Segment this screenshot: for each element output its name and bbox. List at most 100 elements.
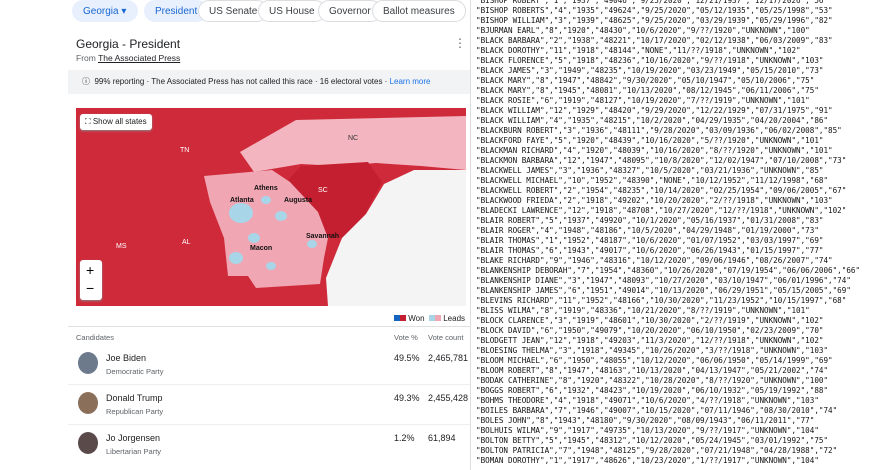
menu-icon[interactable]: ⋮	[454, 36, 466, 50]
source: From The Associated Press	[76, 53, 180, 63]
show-all-states[interactable]: ⛶ Show all states	[80, 114, 152, 130]
record-line: "BLACKWELL JAMES","3","1936","48327","10…	[476, 166, 824, 175]
record-line: "BOMAN DOROTHY","1","1917","48626","10/2…	[476, 456, 819, 465]
vote-count: 2,455,428	[428, 393, 469, 403]
state-tab[interactable]: Georgia ▾	[72, 0, 138, 22]
record-line: "BOLTON BETTY","5","1945","48312","10/12…	[476, 436, 829, 445]
record-line: "BLODGETT JEAN","12","1918","49203","11/…	[476, 336, 824, 345]
record-line: "BLOESING THELMA","3","1918","49345","10…	[476, 346, 829, 355]
avatar	[78, 352, 98, 374]
record-line: "BLISS WILMA","8","1919","48336","10/21/…	[476, 306, 810, 315]
record-line: "BLAIR THOMAS","6","1943","49017","10/6/…	[476, 246, 824, 255]
panel-title: Georgia - President	[76, 37, 181, 51]
notice-text: 99% reporting · The Associated Press has…	[94, 77, 388, 86]
candidate-name: Joe Biden	[106, 353, 147, 363]
record-line: "BOLES JOHN","8","1943","48180","9/30/20…	[476, 416, 815, 425]
source-prefix: From	[76, 53, 96, 63]
vote-percent: 1.2%	[394, 433, 415, 443]
city-label: Augusta	[284, 197, 312, 204]
state-label: AL	[182, 239, 191, 246]
notice: ⓘ 99% reporting · The Associated Press h…	[82, 77, 431, 86]
notice-bar: ⓘ 99% reporting · The Associated Press h…	[68, 70, 470, 94]
vote-count: 61,894	[428, 433, 456, 443]
record-line: "BLACKBURN ROBERT","3","1936","48111","9…	[476, 126, 842, 135]
source-link[interactable]: The Associated Press	[98, 53, 181, 63]
zoom-in[interactable]: +	[86, 262, 95, 278]
record-line: "BLACKWELL MICHAEL","10","1952","48390",…	[476, 176, 829, 185]
record-line: "BLACK ROSIE","6","1919","48127","10/19/…	[476, 96, 810, 105]
legend: Won Leads	[394, 314, 465, 323]
record-line: "BLANKENSHIP JAMES","6","1951","49014","…	[476, 286, 851, 295]
city-label: Savannah	[306, 233, 339, 240]
city-label: Atlanta	[230, 197, 254, 204]
table-header: Candidates	[76, 333, 114, 342]
zoom-out[interactable]: −	[86, 280, 95, 296]
record-line: "BLAIR ROGER","4","1948","48186","10/5/2…	[476, 226, 819, 235]
record-line: "BLACK FLORENCE","5","1918","48236","10/…	[476, 56, 824, 65]
record-line: "BLEVINS RICHARD","11","1952","48166","1…	[476, 296, 847, 305]
record-line: "BLAKE RICHARD","9","1946","48316","10/1…	[476, 256, 833, 265]
record-line: "BOILES BARBARA","7","1946","49007","10/…	[476, 406, 838, 415]
learn-more[interactable]: Learn more	[389, 77, 431, 86]
city-label: Athens	[254, 185, 278, 192]
record-line: "BOLTON PATRICIA","7","1948","48125","9/…	[476, 446, 838, 455]
record-line: "BLANKENSHIP DIANE","3","1947","48093","…	[476, 276, 851, 285]
candidate-name: Jo Jorgensen	[106, 433, 161, 443]
record-line: "BLACK DOROTHY","11","1918","48144","NON…	[476, 46, 801, 55]
record-line: "BOGGS ROBERT","6","1932","48423","10/19…	[476, 386, 829, 395]
county-lead	[307, 240, 317, 248]
party: Republican Party	[106, 407, 164, 416]
vote-percent: 49.3%	[394, 393, 420, 403]
table-header: Vote count	[428, 333, 464, 342]
candidate-name: Donald Trump	[106, 393, 163, 403]
results-panel: Georgia ▾ President US Senate US House G…	[68, 0, 471, 470]
record-line: "BISHOP WILLIAM","3","1939","48625","9/2…	[476, 16, 833, 25]
record-line: "BLACKWOOD FRIEDA","2","1918","49202","1…	[476, 196, 833, 205]
avatar	[78, 392, 98, 414]
record-line: "BLOCK DAVID","6","1950","49079","10/20/…	[476, 326, 824, 335]
sc-region	[288, 162, 382, 238]
county-lead	[248, 233, 260, 243]
record-line: "BLACKMAN RICHARD","4","1920","48039","1…	[476, 146, 833, 155]
record-line: "BLOCK CLARENCE","3","1919","48601","10/…	[476, 316, 824, 325]
ocean	[326, 170, 466, 306]
record-line: "BLACKFORD FAYE","5","1920","48439","10/…	[476, 136, 824, 145]
race-tab[interactable]: US House	[258, 0, 326, 22]
city-label: Macon	[250, 245, 272, 252]
record-line: "BODAK CATHERINE","8","1920","48322","10…	[476, 376, 829, 385]
county-lead	[261, 196, 271, 204]
record-line: "BISHOP ROBERT","1","1937","49046","9/25…	[476, 0, 829, 5]
map: TN NC SC MS AL Athens Atlanta Augusta Ma…	[76, 108, 466, 306]
county-lead	[275, 211, 287, 221]
legend-leads: Leads	[443, 314, 466, 323]
table-header: Vote %	[394, 333, 418, 342]
record-line: "BLADECKI LAWRENCE","12","1918","48708",…	[476, 206, 847, 215]
race-tab[interactable]: Ballot measures	[372, 0, 466, 22]
record-line: "BLACKMON BARBARA","12","1947","48095","…	[476, 156, 847, 165]
record-line: "BLOOM MICHAEL","6","1950","48055","10/1…	[476, 356, 833, 365]
record-line: "BLACK WILLIAM","4","1935","48215","10/2…	[476, 116, 829, 125]
record-line: "BLOOM ROBERT","8","1947","48163","10/13…	[476, 366, 829, 375]
record-line: "BLACK BARBARA","2","1938","48221","10/1…	[476, 36, 833, 45]
button-label: Show all states	[92, 117, 147, 126]
county-lead	[266, 262, 276, 270]
party: Libertarian Party	[106, 447, 162, 456]
divider	[68, 326, 470, 327]
avatar	[78, 432, 98, 454]
state-label: MS	[116, 243, 127, 250]
tab-label: Georgia	[83, 6, 119, 17]
vote-percent: 49.5%	[394, 353, 420, 363]
row-divider	[68, 384, 470, 385]
county-lead	[229, 252, 243, 264]
record-line: "BISHOP ROBERTS","4","1935","49624","9/2…	[476, 6, 833, 15]
record-line: "BJURMAN EARL","8","1920","48430","10/6/…	[476, 26, 810, 35]
party: Democratic Party	[106, 367, 164, 376]
county-lead	[229, 203, 253, 223]
records-text: "BISHOP ROBERT","1","1937","49046","9/25…	[472, 0, 896, 470]
vote-count: 2,465,781	[428, 353, 469, 363]
record-line: "BLACK WILLIAM","12","1929","48420","9/2…	[476, 106, 833, 115]
record-line: "BOLHUIS WILMA","9","1917","49735","10/1…	[476, 426, 819, 435]
record-line: "BLAIR THOMAS","1","1952","48187","10/6/…	[476, 236, 824, 245]
record-line: "BLACK MARY","8","1947","48842","9/30/20…	[476, 76, 815, 85]
